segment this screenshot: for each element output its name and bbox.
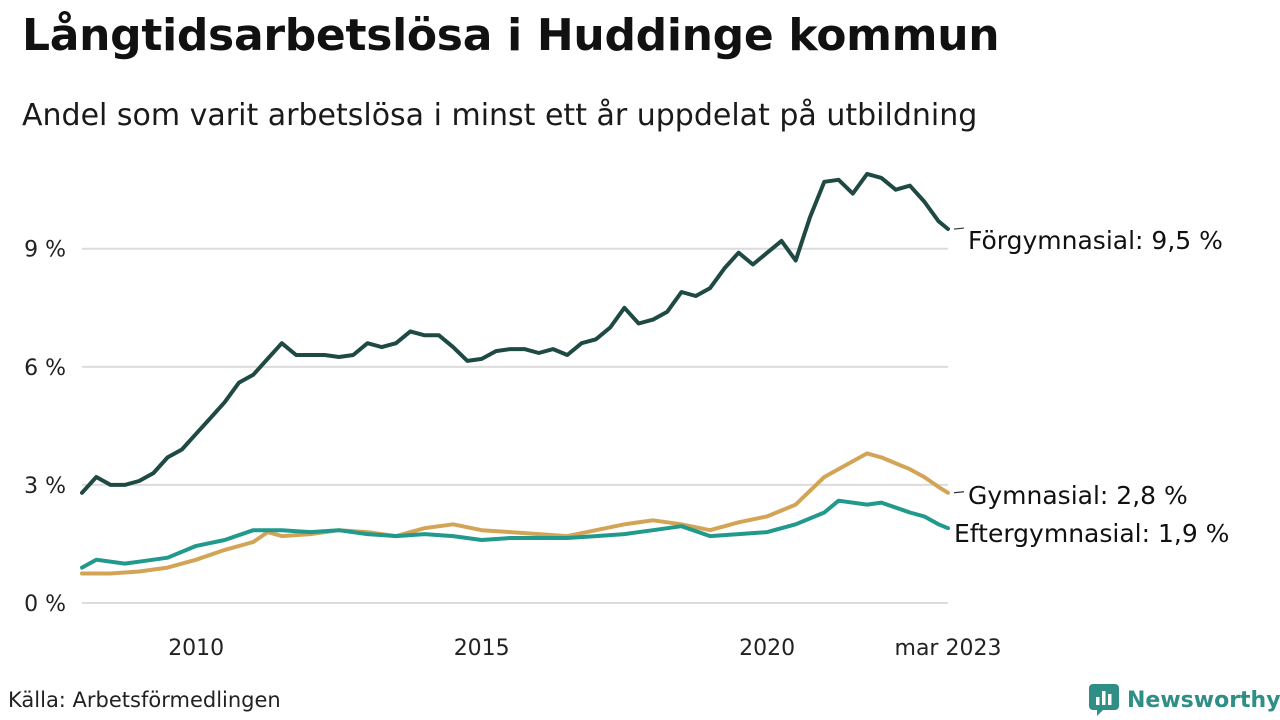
chart-subtitle: Andel som varit arbetslösa i minst ett å… <box>22 98 978 133</box>
newsworthy-logo-icon <box>1089 684 1119 716</box>
end-label-connector <box>953 491 965 494</box>
source-note: Källa: Arbetsförmedlingen <box>8 688 281 712</box>
series-end-label-förgymnasial: Förgymnasial: 9,5 % <box>968 226 1223 255</box>
series-lines <box>80 171 950 576</box>
x-tick-label: 2015 <box>454 636 510 661</box>
x-tick-label: 2020 <box>739 636 795 661</box>
series-end-labels: Förgymnasial: 9,5 % Gymnasial: 2,8 % Efter… <box>953 226 1229 548</box>
series-line-förgymnasial <box>80 171 950 495</box>
y-tick-label: 9 % <box>24 238 66 263</box>
series-end-label-gymnasial: Gymnasial: 2,8 % <box>968 481 1188 510</box>
y-axis: 0 % 3 % 6 % 9 % <box>24 238 66 617</box>
series-line-eftergymnasial <box>80 498 950 570</box>
series-line-gymnasial <box>80 451 950 576</box>
series-end-label-eftergymnasial: Eftergymnasial: 1,9 % <box>954 519 1229 548</box>
x-axis: 2010 2015 2020 mar 2023 <box>168 636 1001 661</box>
end-label-connector <box>953 227 965 230</box>
y-tick-label: 3 % <box>24 474 66 499</box>
newsworthy-brand[interactable]: Newsworthy <box>1089 684 1280 716</box>
chart-title: Långtidsarbetslösa i Huddinge kommun <box>22 10 1000 61</box>
brand-name: Newsworthy <box>1127 687 1280 713</box>
x-tick-label: 2010 <box>168 636 224 661</box>
y-tick-label: 6 % <box>24 356 66 381</box>
grid-lines <box>82 247 948 604</box>
x-tick-label: mar 2023 <box>895 636 1002 661</box>
y-tick-label: 0 % <box>24 592 66 617</box>
